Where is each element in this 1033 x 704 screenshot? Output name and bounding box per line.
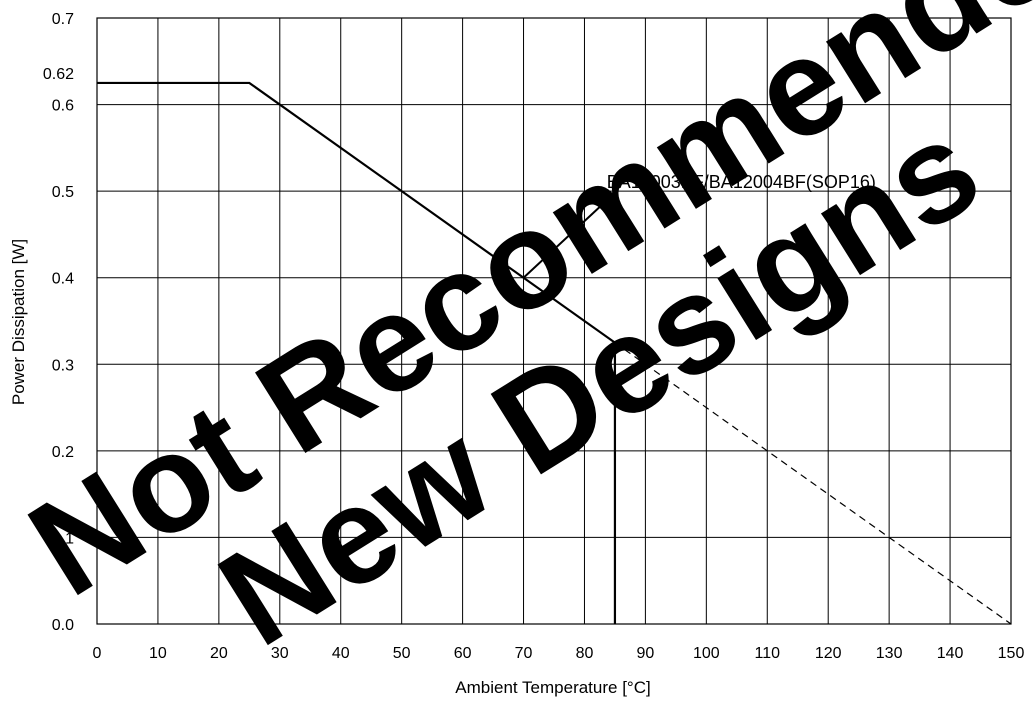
x-tick-label: 30 <box>271 645 289 662</box>
x-tick-label: 140 <box>937 645 964 662</box>
x-tick-label: 90 <box>637 645 655 662</box>
derating-line-extrapolated <box>614 342 1012 625</box>
annotation-leader-line <box>522 203 604 279</box>
annotation-label: BA12003BF/BA12004BF(SOP16) <box>607 172 876 192</box>
plot-area-border <box>96 17 1012 625</box>
grid <box>96 17 1012 625</box>
x-tick-label: 110 <box>755 645 781 662</box>
x-tick-label: 10 <box>149 645 167 662</box>
y-tick-label: 0.7 <box>52 11 74 28</box>
x-axis-label: Ambient Temperature [°C] <box>455 678 650 697</box>
derating-line <box>97 81 617 624</box>
x-tick-label: 120 <box>815 645 842 662</box>
y-tick-label: 0.0 <box>52 617 74 634</box>
tick-labels: 0 10 20 30 40 50 60 70 80 90 100 110 120 130 140 150 0.0… <box>43 11 1025 662</box>
watermark-line1: Not Recommended for <box>4 0 1033 625</box>
x-tick-label: 60 <box>454 645 472 662</box>
y-axis-label: Power Dissipation [W] <box>9 239 28 405</box>
x-tick-label: 100 <box>693 645 720 662</box>
y-tick-label: 0.2 <box>52 444 74 461</box>
x-tick-label: 50 <box>393 645 411 662</box>
y-tick-label: 0.5 <box>52 184 74 201</box>
y-tick-label: 0.3 <box>52 357 74 374</box>
annotation-layer: BA12003BF/BA12004BF(SOP16) <box>522 172 876 279</box>
x-tick-label: 70 <box>515 645 533 662</box>
x-tick-label: 0 <box>93 645 102 662</box>
y-tick-label: 0.6 <box>52 98 74 115</box>
y-tick-label: 0.1 <box>52 530 74 547</box>
x-tick-label: 130 <box>876 645 903 662</box>
x-tick-label: 40 <box>332 645 350 662</box>
watermark: Not Recommended for New Designs <box>4 0 1033 675</box>
x-tick-label: 80 <box>576 645 594 662</box>
series-layer <box>97 81 1012 625</box>
x-tick-label: 20 <box>210 645 228 662</box>
y-tick-label: 0.4 <box>52 271 74 288</box>
x-tick-label: 150 <box>998 645 1025 662</box>
y-tick-label-extra: 0.62 <box>43 66 74 83</box>
